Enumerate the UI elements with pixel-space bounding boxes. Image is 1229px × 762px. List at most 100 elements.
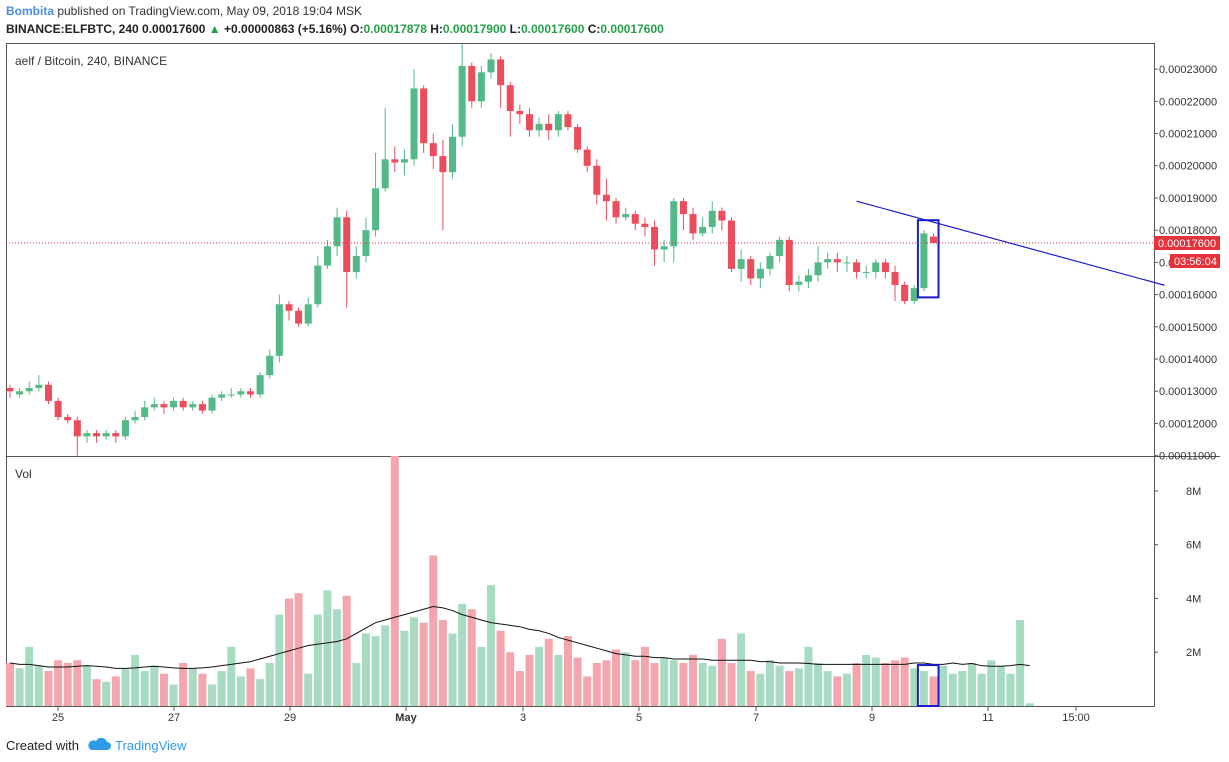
candle-body: [574, 127, 582, 150]
volume-bar: [265, 662, 274, 706]
volume-bar: [737, 633, 746, 706]
volume-bar: [1016, 619, 1025, 706]
time-tick-label: May: [395, 712, 417, 724]
author-link[interactable]: Bombita: [6, 4, 54, 18]
volume-bar: [910, 668, 919, 706]
tradingview-link[interactable]: TradingView: [114, 738, 187, 753]
candle-body: [679, 201, 687, 215]
volume-bar: [121, 668, 130, 706]
volume-bar: [333, 609, 342, 706]
volume-bar: [371, 636, 380, 706]
candle-body: [824, 259, 832, 263]
volume-bar: [929, 676, 938, 706]
candle-body: [554, 114, 562, 131]
symbol: BINANCE:ELFBTC, 240: [6, 22, 139, 36]
price-tick-label: 0.00023000: [1159, 64, 1217, 76]
trend-line[interactable]: [856, 200, 1165, 286]
low-value: 0.00017600: [520, 22, 585, 36]
volume-bar: [689, 654, 698, 706]
volume-bar: [246, 668, 255, 706]
price-tick-label: 0.00015000: [1159, 322, 1217, 334]
volume-bar: [73, 660, 82, 706]
volume-bar: [621, 652, 630, 706]
candle-body: [179, 400, 187, 408]
cloud-logo-icon[interactable]: [87, 737, 111, 754]
close-label: C:: [587, 22, 601, 36]
volume-bar: [814, 662, 823, 706]
candle-body: [439, 156, 447, 173]
candle-body: [160, 404, 168, 408]
candle-body: [853, 262, 861, 273]
volume-bar: [487, 585, 495, 706]
candle-body: [54, 400, 62, 418]
candle-body: [641, 223, 649, 227]
candle-body: [25, 388, 33, 392]
time-tick-label: 7: [753, 712, 759, 724]
volume-bar: [871, 657, 880, 706]
candle-body: [83, 433, 91, 437]
volume-bar: [544, 638, 553, 706]
high-value: 0.00017900: [442, 22, 507, 36]
candle-body: [227, 394, 235, 396]
candle-body: [728, 220, 735, 269]
candle-body: [410, 88, 418, 160]
publish-line: Bombita published on TradingView.com, Ma…: [6, 4, 362, 18]
candle-body: [352, 255, 360, 273]
volume-bar: [573, 657, 582, 706]
time-axis[interactable]: 25 27 29 May 3 5 7 9 11 15:00: [52, 706, 1090, 724]
volume-bar: [352, 662, 361, 706]
candle-body: [16, 391, 24, 395]
candle-body: [891, 272, 899, 285]
candle-body: [497, 59, 505, 86]
overlays: [6, 200, 1165, 708]
volume-bar: [669, 660, 678, 706]
volume-bar: [727, 662, 736, 706]
candle-body: [631, 214, 639, 224]
candle-body: [872, 262, 880, 273]
volume-bar: [467, 609, 476, 706]
volume-bar: [640, 646, 649, 706]
volume-bar: [323, 590, 332, 706]
price-tick-label: 0.00016000: [1159, 290, 1217, 302]
candle-body: [189, 404, 197, 408]
volume-bar: [429, 555, 438, 706]
candle-body: [651, 226, 659, 250]
price-axis[interactable]: 0.00011000 0.00012000 0.00013000 0.00014000…: [1154, 64, 1217, 463]
volume-bar: [602, 660, 611, 706]
candle-body: [708, 210, 716, 227]
candle-body: [622, 214, 630, 218]
up-arrow-icon: ▲: [208, 22, 221, 36]
volume-bar: [554, 654, 563, 706]
volume-bar: [159, 673, 168, 706]
volume-bar: [794, 668, 803, 706]
volume-bar: [82, 665, 91, 706]
volume-bar: [400, 630, 409, 706]
volume-bar: [304, 673, 313, 706]
volume-bar: [477, 646, 486, 706]
price-tick-label: 0.00019000: [1159, 193, 1217, 205]
volume-bar: [708, 665, 717, 706]
candle-body: [593, 165, 601, 195]
candle-body: [756, 268, 764, 279]
volume-bar: [208, 684, 217, 706]
volume-bars: [6, 456, 1034, 706]
candles: [6, 43, 938, 456]
time-tick-label: 15:00: [1062, 712, 1090, 724]
candle-body: [247, 391, 254, 395]
candle-body: [323, 246, 331, 266]
volume-bar: [236, 676, 245, 706]
chart-area[interactable]: aelf / Bitcoin, 240, BINANCE Vol 0.00011…: [0, 0, 1229, 730]
volume-bar: [227, 646, 236, 706]
volume-bar: [717, 638, 726, 706]
volume-bar: [987, 660, 996, 706]
candle-body: [602, 194, 610, 202]
volume-bar: [198, 673, 207, 706]
highlight-box[interactable]: [916, 219, 940, 299]
volume-bar: [592, 662, 601, 706]
highlight-volume-box[interactable]: [916, 664, 940, 708]
volume-bar: [968, 662, 976, 706]
close-value: 0.00017600: [600, 22, 664, 36]
volume-bar: [458, 603, 467, 706]
price-tick-label: 0.00021000: [1159, 129, 1217, 141]
countdown-label-bg: [1170, 254, 1220, 268]
